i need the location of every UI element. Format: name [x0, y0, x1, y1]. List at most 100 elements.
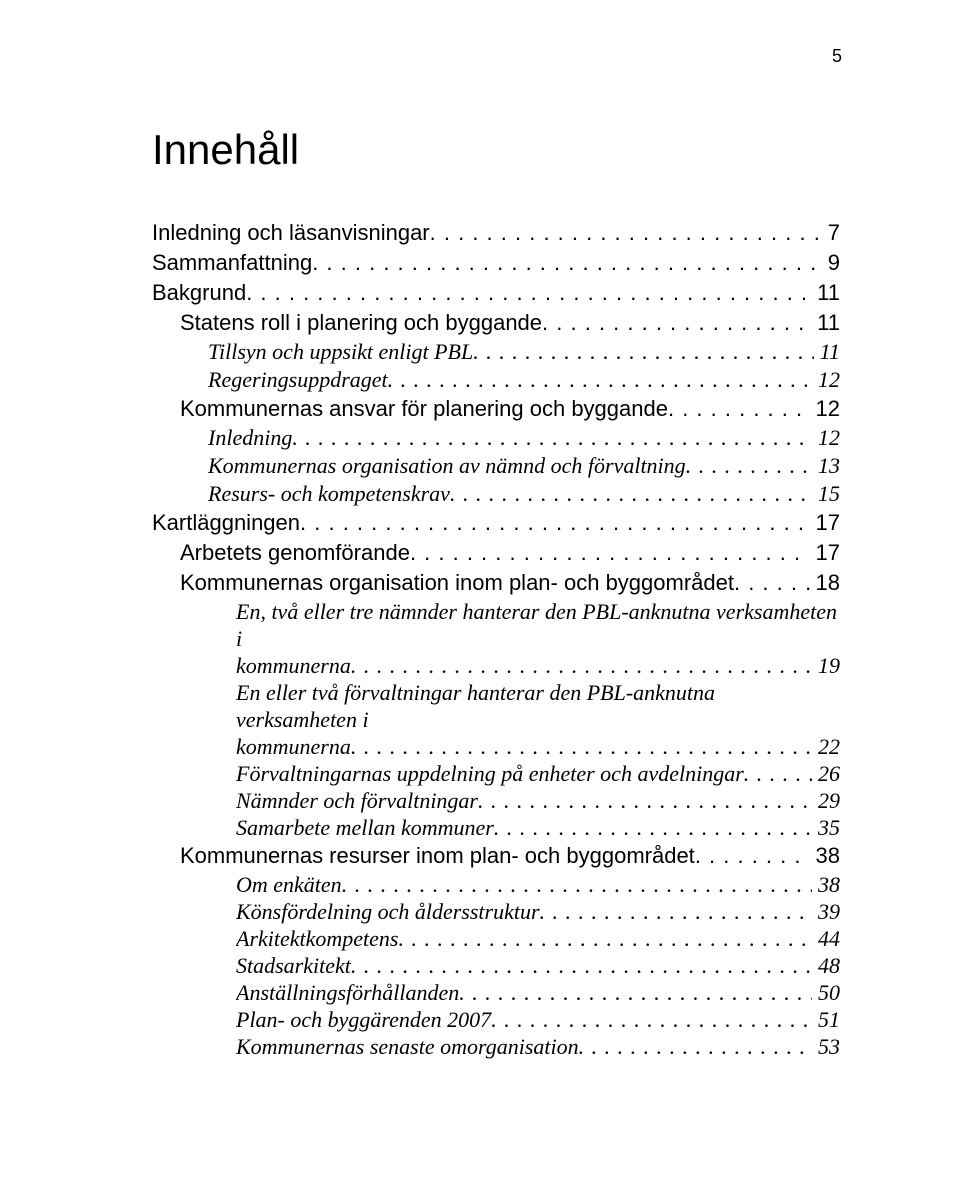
- toc-entry: En eller två förvaltningar hanterar den …: [236, 679, 840, 760]
- toc-page: 17: [810, 538, 840, 568]
- toc-label: Nämnder och förvaltningar: [236, 787, 478, 814]
- toc-label: Regeringsuppdraget: [208, 366, 388, 394]
- toc-entry: Kartläggningen 17: [152, 508, 840, 538]
- toc-label: Stadsarkitekt: [236, 952, 351, 979]
- page: 5 Innehåll Inledning och läsanvisningar …: [0, 0, 960, 1196]
- toc-entry: Arbetets genomförande 17: [180, 538, 840, 568]
- toc-label: Arkitektkompetens: [236, 925, 399, 952]
- toc-label: Förvaltningarnas uppdelning på enheter o…: [236, 760, 744, 787]
- toc-entry: Arkitektkompetens 44: [236, 925, 840, 952]
- toc-leader: [246, 278, 811, 308]
- toc-entry: Samarbete mellan kommuner 35: [236, 814, 840, 841]
- toc-leader: [388, 366, 812, 394]
- toc-page: 29: [812, 787, 840, 814]
- toc-leader: [734, 568, 810, 598]
- toc-leader: [695, 841, 810, 871]
- toc-leader: [351, 952, 812, 979]
- toc-label: Kommunernas ansvar för planering och byg…: [180, 394, 668, 424]
- toc-page: 15: [812, 480, 840, 508]
- toc-entry: En, två eller tre nämnder hanterar den P…: [236, 598, 840, 679]
- toc-label: Anställningsförhållanden: [236, 979, 459, 1006]
- toc-leader: [410, 538, 810, 568]
- toc-label: Om enkäten: [236, 871, 342, 898]
- toc-leader: [540, 898, 812, 925]
- toc-entry: Kommunernas organisation inom plan- och …: [180, 568, 840, 598]
- toc-page: 19: [812, 652, 840, 679]
- toc-page: 18: [810, 568, 840, 598]
- toc-leader: [668, 394, 810, 424]
- toc-page: 11: [811, 278, 840, 308]
- toc-leader: [351, 652, 812, 679]
- toc-leader: [292, 424, 812, 452]
- toc-entry: Stadsarkitekt 48: [236, 952, 840, 979]
- toc-label: Inledning: [208, 424, 292, 452]
- toc-entry: Kommunernas resurser inom plan- och bygg…: [180, 841, 840, 871]
- toc-entry: Tillsyn och uppsikt enligt PBL 11: [208, 338, 840, 366]
- toc-label: Resurs- och kompetenskrav: [208, 480, 450, 508]
- toc-label: Statens roll i planering och byggande: [180, 308, 542, 338]
- toc-page: 26: [812, 760, 840, 787]
- toc-leader: [542, 308, 811, 338]
- toc-entry: Könsfördelning och åldersstruktur 39: [236, 898, 840, 925]
- toc-entry: Om enkäten 38: [236, 871, 840, 898]
- toc-page: 50: [812, 979, 840, 1006]
- toc-label: Arbetets genomförande: [180, 538, 410, 568]
- toc-label: Bakgrund: [152, 278, 246, 308]
- toc-label: kommunerna: [236, 733, 351, 760]
- toc-leader: [312, 248, 822, 278]
- toc-entry: Förvaltningarnas uppdelning på enheter o…: [236, 760, 840, 787]
- toc-page: 38: [810, 841, 840, 871]
- toc-page: 9: [822, 248, 840, 278]
- toc-leader: [351, 733, 812, 760]
- toc-label: Kommunernas organisation inom plan- och …: [180, 568, 734, 598]
- toc-entry: Inledning och läsanvisningar 7: [152, 218, 840, 248]
- toc-last-line: kommunerna 19: [236, 652, 840, 679]
- toc-entry: Kommunernas ansvar för planering och byg…: [180, 394, 840, 424]
- toc-page: 11: [814, 338, 840, 366]
- toc-entry: Plan- och byggärenden 2007 51: [236, 1006, 840, 1033]
- toc-leader: [450, 480, 812, 508]
- toc-label: Inledning och läsanvisningar: [152, 218, 430, 248]
- toc-entry: Kommunernas organisation av nämnd och fö…: [208, 452, 840, 480]
- toc-list: Inledning och läsanvisningar 7Sammanfatt…: [152, 218, 840, 1060]
- toc-entry: Kommunernas senaste omorganisation 53: [236, 1033, 840, 1060]
- toc-label: Samarbete mellan kommuner: [236, 814, 494, 841]
- toc-label: Könsfördelning och åldersstruktur: [236, 898, 540, 925]
- toc-label: Kommunernas resurser inom plan- och bygg…: [180, 841, 695, 871]
- toc-label: Plan- och byggärenden 2007: [236, 1006, 491, 1033]
- toc-leader: [478, 787, 812, 814]
- toc-page: 22: [812, 733, 840, 760]
- toc-entry: Bakgrund 11: [152, 278, 840, 308]
- toc-page: 12: [812, 424, 840, 452]
- toc-leader: [342, 871, 812, 898]
- toc-page: 12: [812, 366, 840, 394]
- toc-page: 17: [810, 508, 840, 538]
- toc-leader: [473, 338, 813, 366]
- page-number: 5: [832, 46, 842, 67]
- toc-label: Kommunernas senaste omorganisation: [236, 1033, 579, 1060]
- toc-title: Innehåll: [152, 126, 840, 174]
- content-area: Innehåll Inledning och läsanvisningar 7S…: [152, 126, 840, 1060]
- toc-leader: [686, 452, 812, 480]
- toc-leader: [459, 979, 812, 1006]
- toc-leader: [494, 814, 812, 841]
- toc-entry: Anställningsförhållanden 50: [236, 979, 840, 1006]
- toc-entry: Statens roll i planering och byggande 11: [180, 308, 840, 338]
- toc-label: Kommunernas organisation av nämnd och fö…: [208, 452, 686, 480]
- toc-label: En, två eller tre nämnder hanterar den P…: [236, 598, 840, 652]
- toc-label: Sammanfattning: [152, 248, 312, 278]
- toc-page: 48: [812, 952, 840, 979]
- toc-page: 51: [812, 1006, 840, 1033]
- toc-leader: [399, 925, 813, 952]
- toc-label: Kartläggningen: [152, 508, 300, 538]
- toc-last-line: kommunerna 22: [236, 733, 840, 760]
- toc-leader: [579, 1033, 812, 1060]
- toc-label: Tillsyn och uppsikt enligt PBL: [208, 338, 473, 366]
- toc-page: 35: [812, 814, 840, 841]
- toc-entry: Inledning 12: [208, 424, 840, 452]
- toc-page: 39: [812, 898, 840, 925]
- toc-entry: Sammanfattning 9: [152, 248, 840, 278]
- toc-page: 44: [812, 925, 840, 952]
- toc-label: En eller två förvaltningar hanterar den …: [236, 679, 840, 733]
- toc-page: 13: [812, 452, 840, 480]
